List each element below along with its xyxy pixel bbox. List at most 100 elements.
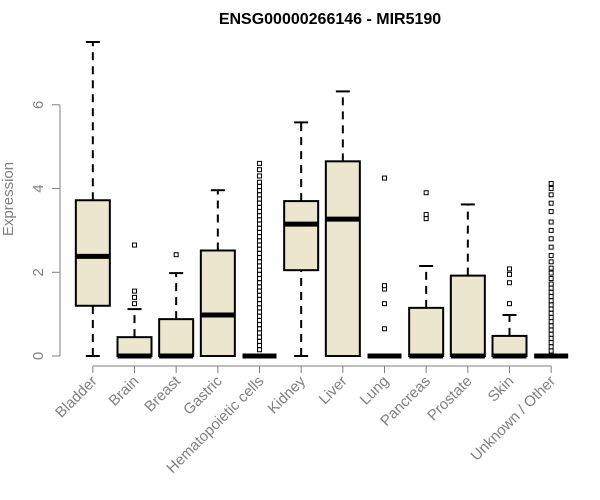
outlier-point xyxy=(423,190,429,196)
outlier-point xyxy=(257,309,262,315)
outlier-point xyxy=(257,200,262,206)
outlier-point xyxy=(548,259,554,265)
outlier-point xyxy=(548,335,554,341)
outlier-point xyxy=(257,250,262,256)
box-skin xyxy=(491,266,528,359)
outlier-point xyxy=(132,294,137,300)
outlier-point xyxy=(257,338,262,344)
outlier-point xyxy=(548,298,554,304)
outlier-point xyxy=(257,347,262,353)
outlier-point xyxy=(257,263,262,269)
outlier-point xyxy=(257,221,262,227)
outlier-point xyxy=(257,313,262,319)
y-axis: 0 2 4 6 xyxy=(30,101,61,360)
outlier-point xyxy=(257,204,262,210)
outlier-point xyxy=(548,340,554,346)
outlier-point xyxy=(548,276,554,282)
box-gastric xyxy=(199,189,236,357)
iqr-box xyxy=(408,306,445,357)
iqr-box xyxy=(74,199,111,307)
outlier-point xyxy=(132,242,137,248)
iqr-box xyxy=(491,334,528,357)
outlier-point xyxy=(257,234,262,240)
outlier-point xyxy=(257,173,262,179)
x-tick-label: Bladder xyxy=(52,373,101,422)
outlier-point xyxy=(382,175,387,181)
outlier-point xyxy=(257,238,262,244)
outlier-point xyxy=(257,209,262,215)
boxes-group xyxy=(74,41,569,359)
box-prostate xyxy=(449,203,486,359)
outlier-point xyxy=(548,200,554,206)
outlier-point xyxy=(548,270,554,276)
outlier-point xyxy=(548,314,554,320)
x-tick-label: Breast xyxy=(141,372,184,415)
chart-title: ENSG00000266146 - MIR5190 xyxy=(219,11,441,28)
outlier-point xyxy=(548,310,554,316)
y-tick-label: 4 xyxy=(30,184,47,192)
outlier-point xyxy=(257,271,262,277)
outlier-point xyxy=(548,209,554,215)
outlier-point xyxy=(257,246,262,252)
outlier-point xyxy=(257,276,262,282)
outlier-point xyxy=(548,192,554,198)
x-tick-label: Skin xyxy=(485,373,518,406)
y-axis-label: Expression xyxy=(0,162,17,236)
outlier-point xyxy=(257,284,262,290)
outlier-point xyxy=(257,288,262,294)
x-tick-label: Kidney xyxy=(265,372,310,417)
outlier-point xyxy=(257,188,262,194)
outlier-point xyxy=(257,229,262,235)
outlier-point xyxy=(257,326,262,332)
outlier-point xyxy=(257,160,262,166)
outlier-point xyxy=(507,266,512,272)
y-tick-label: 2 xyxy=(30,268,47,276)
outlier-point xyxy=(548,181,554,187)
outlier-point xyxy=(548,319,554,325)
outlier-point xyxy=(257,242,262,248)
outlier-point xyxy=(257,322,262,328)
outlier-point xyxy=(257,167,262,173)
outlier-point xyxy=(257,280,262,286)
outlier-point xyxy=(257,305,262,311)
box-bladder xyxy=(74,41,111,357)
outlier-point xyxy=(507,301,512,307)
outlier-point xyxy=(257,334,262,340)
x-tick-label: Lung xyxy=(357,373,393,409)
outlier-point xyxy=(548,285,554,291)
outlier-point xyxy=(257,296,262,302)
outlier-point xyxy=(548,327,554,333)
outlier-point xyxy=(507,271,512,277)
box-breast xyxy=(158,252,195,359)
iqr-box xyxy=(158,318,195,357)
outlier-point xyxy=(548,331,554,337)
outlier-point xyxy=(257,267,262,273)
outlier-point xyxy=(548,289,554,295)
outlier-point xyxy=(257,292,262,298)
outlier-point xyxy=(257,192,262,198)
outlier-point xyxy=(382,283,387,289)
x-tick-label: Prostate xyxy=(424,373,476,425)
iqr-box xyxy=(449,274,486,357)
x-tick-label: Brain xyxy=(106,373,143,410)
outlier-point xyxy=(173,252,179,258)
y-tick-label: 0 xyxy=(30,352,47,360)
box-brain xyxy=(116,242,153,359)
outlier-point xyxy=(548,186,554,192)
outlier-point xyxy=(423,211,429,217)
outlier-point xyxy=(423,216,429,222)
outlier-point xyxy=(132,288,137,294)
outlier-point xyxy=(257,179,262,185)
outlier-point xyxy=(257,217,262,223)
outlier-point xyxy=(548,348,554,354)
outlier-point xyxy=(132,301,137,307)
outlier-point xyxy=(382,301,387,307)
box-liver xyxy=(324,90,361,357)
outlier-point xyxy=(257,213,262,219)
box-pancreas xyxy=(408,190,445,359)
iqr-box xyxy=(324,160,361,357)
outlier-point xyxy=(382,326,387,332)
x-tick-label: Liver xyxy=(316,373,351,408)
